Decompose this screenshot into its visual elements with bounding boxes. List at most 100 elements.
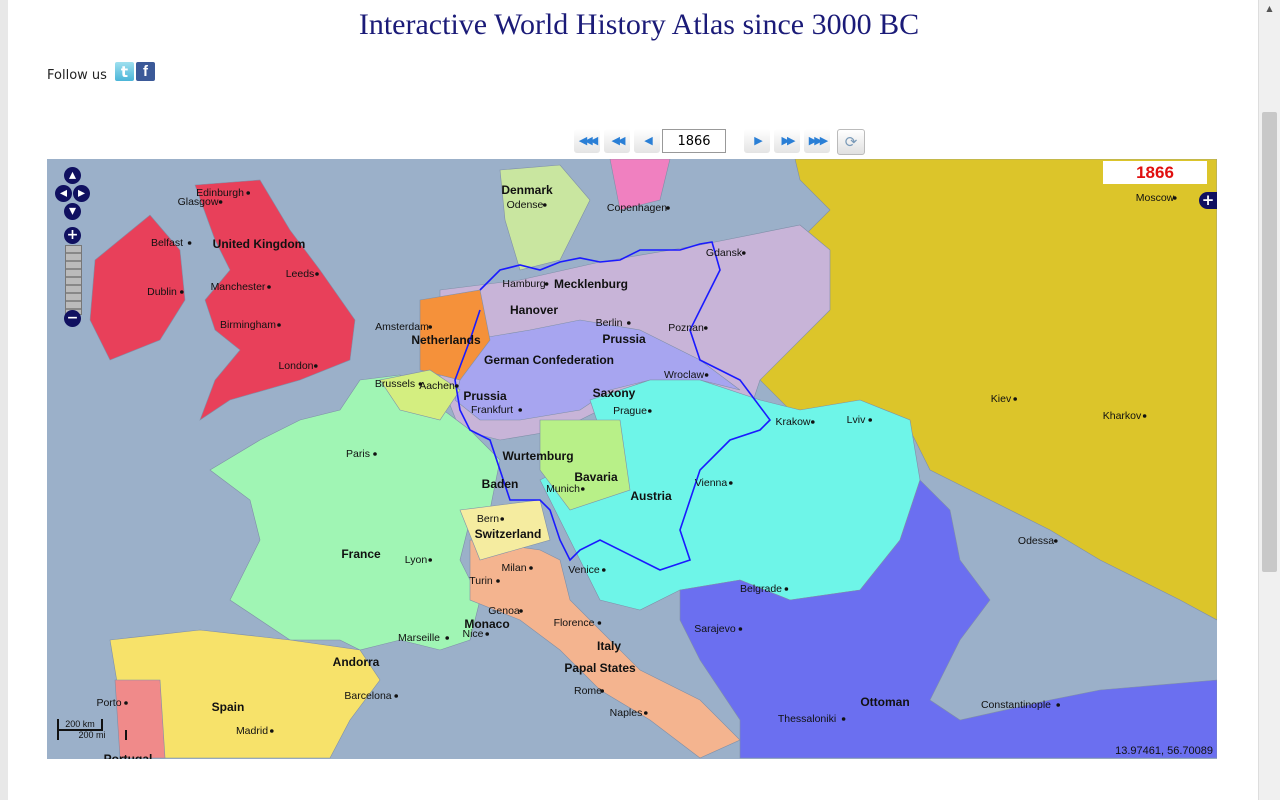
city-label: Venice <box>568 564 600 576</box>
city-label: Moscow <box>1136 192 1175 204</box>
city-label: Vienna <box>695 477 728 489</box>
region-sweden <box>609 159 671 211</box>
region-label: Italy <box>597 639 621 653</box>
city-dot <box>597 621 602 625</box>
region-denmark <box>499 164 591 271</box>
city-dot <box>600 689 604 693</box>
region-label: Hanover <box>510 303 558 317</box>
city-dot <box>455 384 459 388</box>
city-dot <box>394 694 399 698</box>
pan-control-icon[interactable]: ▴ ◂ ▸ ▾ <box>55 167 91 220</box>
region-label: Prussia <box>602 332 646 346</box>
scale-mi: 200 mi <box>57 730 127 740</box>
scrollbar[interactable]: ▲ <box>1258 0 1280 800</box>
page: Interactive World History Atlas since 30… <box>8 0 1258 800</box>
region-netherlands <box>419 289 491 381</box>
back-button[interactable]: ◀ <box>634 129 660 153</box>
city-dot <box>544 282 549 286</box>
city-dot <box>1013 397 1017 401</box>
region-bavaria <box>539 419 631 511</box>
city-label: Leeds <box>286 268 315 280</box>
twitter-icon[interactable]: t <box>115 62 134 81</box>
city-label: Milan <box>501 562 526 574</box>
city-dot <box>704 373 709 377</box>
city-dot <box>602 568 606 572</box>
city-dot <box>519 609 523 613</box>
city-label: London <box>278 360 313 372</box>
city-label: Edinburgh <box>196 187 244 199</box>
city-label: Glasgow <box>178 196 219 208</box>
city-label: Aachen <box>419 380 455 392</box>
city-label: Poznan <box>668 322 704 334</box>
city-dot <box>666 206 670 210</box>
region-france <box>209 374 501 651</box>
region-label: Prussia <box>463 389 507 403</box>
layer-switcher-button[interactable]: + <box>1199 192 1217 209</box>
city-dot <box>868 418 872 422</box>
city-dot <box>518 408 522 412</box>
city-dot <box>738 627 743 631</box>
city-label: Gdansk <box>706 247 743 259</box>
city-label: Rome <box>574 685 602 697</box>
region-label: United Kingdom <box>213 237 306 251</box>
year-input[interactable] <box>662 129 726 153</box>
map[interactable]: Edinburgh Glasgow Belfast United Kingdom Lee… <box>47 159 1217 759</box>
fast-forward-button[interactable]: ▶▶ <box>774 129 800 153</box>
city-dot <box>784 587 789 591</box>
city-dot <box>648 409 652 413</box>
region-label: France <box>341 547 381 561</box>
zoom-slider[interactable] <box>65 245 82 315</box>
region-ottoman <box>679 479 1217 759</box>
city-dot <box>267 285 271 289</box>
city-dot <box>543 203 547 207</box>
city-label: Turin <box>469 575 493 587</box>
fast-back-button[interactable]: ◀◀ <box>604 129 630 153</box>
last-year-button[interactable]: ▶▶▶ <box>804 129 830 153</box>
city-label: Lyon <box>405 554 428 566</box>
city-label: Dublin <box>147 286 177 298</box>
forward-button[interactable]: ▶ <box>744 129 770 153</box>
city-label: Sarajevo <box>694 623 736 635</box>
city-label: Constantinople <box>981 699 1051 711</box>
city-dot <box>644 711 648 715</box>
city-dot <box>485 632 490 636</box>
region-uk <box>89 214 186 361</box>
city-label: Odessa <box>1018 535 1054 547</box>
first-year-button[interactable]: ◀◀◀ <box>574 129 600 153</box>
city-dot <box>581 487 585 491</box>
city-label: Genoa <box>488 605 520 617</box>
prussia-border <box>454 241 772 571</box>
region-label: Portugal <box>104 752 153 759</box>
city-label: Barcelona <box>344 690 391 702</box>
refresh-icon[interactable]: ⟳ <box>837 129 865 155</box>
city-dot <box>418 382 423 386</box>
city-dot <box>180 290 184 294</box>
city-dot <box>315 272 319 276</box>
region-portugal <box>114 679 166 759</box>
city-label: Birmingham <box>220 319 276 331</box>
city-label: Paris <box>346 448 370 460</box>
scale-bar: 200 km 200 mi <box>57 719 127 743</box>
city-label: Florence <box>554 617 595 629</box>
city-dot <box>373 452 377 456</box>
city-label: Marseille <box>398 632 440 644</box>
scrollbar-thumb[interactable] <box>1262 112 1277 572</box>
zoom-in-button[interactable]: + <box>64 227 81 244</box>
city-dot <box>742 251 746 255</box>
city-dot <box>277 323 281 327</box>
region-label: Denmark <box>501 183 553 197</box>
facebook-icon[interactable]: f <box>136 62 155 81</box>
city-dot <box>1173 196 1177 200</box>
region-label: Austria <box>630 489 672 503</box>
page-title: Interactive World History Atlas since 30… <box>358 8 920 41</box>
city-dot <box>627 321 631 325</box>
city-label: Belfast <box>151 237 183 249</box>
scroll-up-icon[interactable]: ▲ <box>1266 4 1273 13</box>
follow-us-label: Follow us <box>47 68 107 83</box>
city-dot <box>445 636 450 640</box>
map-zoom-controls: ▴ ◂ ▸ ▾ + − <box>55 167 95 332</box>
zoom-out-button[interactable]: − <box>64 310 81 327</box>
region-label: Saxony <box>593 386 636 400</box>
city-dot <box>428 558 433 562</box>
